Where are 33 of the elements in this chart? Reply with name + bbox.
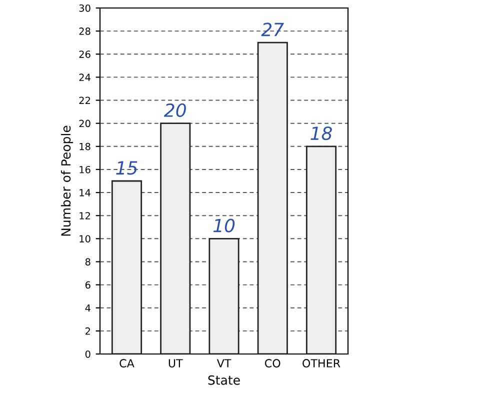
data-label: 18 <box>310 126 332 140</box>
y-tick-label: 12 <box>80 212 90 220</box>
x-tick-label: OTHER <box>302 359 340 368</box>
data-label: 15 <box>116 161 138 175</box>
y-tick-label: 22 <box>79 96 90 104</box>
x-tick-label: CA <box>120 359 134 368</box>
y-tick-label: 8 <box>85 258 90 266</box>
y-tick-label: 20 <box>79 120 90 128</box>
y-tick-label: 14 <box>80 189 90 196</box>
y-tick-label: 18 <box>80 142 90 150</box>
y-tick-label: 2 <box>86 327 90 335</box>
y-tick-label: 24 <box>79 74 90 81</box>
y-tick-label: 6 <box>85 281 90 289</box>
y-tick-label: 0 <box>85 350 90 358</box>
y-tick-label: 30 <box>79 4 90 12</box>
data-label: 10 <box>213 218 235 232</box>
data-label: 27 <box>261 22 284 36</box>
y-axis-title: Number of People <box>60 126 74 236</box>
bar <box>257 42 288 354</box>
x-axis-title: State <box>208 375 240 385</box>
y-tick-label: 10 <box>80 235 90 242</box>
bar <box>306 146 337 354</box>
bar <box>160 122 191 354</box>
y-tick-label: 26 <box>79 50 90 58</box>
y-tick-label: 16 <box>80 166 90 174</box>
y-tick-label: 28 <box>79 28 90 35</box>
x-tick-label: UT <box>168 359 183 368</box>
x-tick-label: VT <box>216 359 232 368</box>
x-tick-label: CO <box>265 359 280 368</box>
data-label: 20 <box>164 103 186 118</box>
y-tick-label: 4 <box>85 304 90 312</box>
bar <box>111 180 142 354</box>
bar <box>208 238 240 354</box>
